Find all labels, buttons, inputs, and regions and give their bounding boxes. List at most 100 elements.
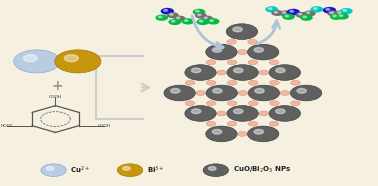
Circle shape <box>197 19 209 25</box>
Circle shape <box>169 19 181 25</box>
Circle shape <box>203 164 228 177</box>
Circle shape <box>291 101 300 106</box>
Circle shape <box>167 12 179 18</box>
Circle shape <box>248 126 279 142</box>
Circle shape <box>269 65 301 80</box>
Circle shape <box>185 101 195 106</box>
Circle shape <box>304 10 316 16</box>
Circle shape <box>123 166 130 170</box>
Circle shape <box>248 44 279 60</box>
Circle shape <box>339 15 343 17</box>
Circle shape <box>158 16 162 18</box>
Circle shape <box>41 164 66 177</box>
Circle shape <box>226 24 257 39</box>
Circle shape <box>23 55 37 62</box>
Circle shape <box>290 10 294 12</box>
Circle shape <box>254 129 263 134</box>
Circle shape <box>191 68 201 73</box>
Circle shape <box>46 166 54 170</box>
Circle shape <box>340 8 353 14</box>
Circle shape <box>313 8 317 9</box>
Circle shape <box>234 109 243 114</box>
Circle shape <box>280 91 290 95</box>
Circle shape <box>291 80 300 85</box>
Text: COOH: COOH <box>49 95 62 99</box>
Circle shape <box>206 80 216 85</box>
Circle shape <box>206 126 237 142</box>
Circle shape <box>255 89 264 93</box>
Circle shape <box>287 9 300 15</box>
Circle shape <box>227 80 237 85</box>
Circle shape <box>326 8 330 10</box>
Circle shape <box>177 17 180 19</box>
Circle shape <box>185 106 216 121</box>
Circle shape <box>227 39 237 44</box>
Circle shape <box>343 9 347 11</box>
Circle shape <box>269 106 301 121</box>
Circle shape <box>310 6 323 12</box>
Circle shape <box>164 9 167 11</box>
Text: HOOC: HOOC <box>0 124 13 128</box>
Circle shape <box>276 68 285 73</box>
Circle shape <box>335 10 347 16</box>
Circle shape <box>14 50 60 73</box>
Circle shape <box>217 70 226 75</box>
Circle shape <box>265 6 278 12</box>
Circle shape <box>233 27 242 32</box>
Circle shape <box>184 20 188 22</box>
Circle shape <box>227 101 237 106</box>
Text: Cu$^{2+}$: Cu$^{2+}$ <box>70 165 90 176</box>
Circle shape <box>204 17 208 19</box>
Circle shape <box>227 121 237 126</box>
Circle shape <box>118 164 143 177</box>
Circle shape <box>248 101 258 106</box>
Circle shape <box>282 12 286 13</box>
Circle shape <box>254 48 263 52</box>
Circle shape <box>198 14 201 16</box>
Circle shape <box>238 91 248 95</box>
Circle shape <box>201 16 213 22</box>
Circle shape <box>227 60 237 65</box>
Circle shape <box>174 16 186 22</box>
Circle shape <box>282 14 295 20</box>
Circle shape <box>303 16 307 18</box>
Circle shape <box>55 50 101 73</box>
Circle shape <box>330 14 342 20</box>
Circle shape <box>227 65 258 80</box>
Circle shape <box>338 12 341 13</box>
Circle shape <box>297 89 306 93</box>
Circle shape <box>217 111 226 116</box>
Circle shape <box>248 85 280 101</box>
Circle shape <box>170 14 173 15</box>
Circle shape <box>248 80 258 85</box>
Circle shape <box>270 80 279 85</box>
Circle shape <box>161 8 174 15</box>
Circle shape <box>212 48 222 52</box>
Circle shape <box>193 9 205 15</box>
Circle shape <box>206 85 237 101</box>
Circle shape <box>237 50 247 54</box>
Circle shape <box>191 109 201 114</box>
Text: Bi$^{3+}$: Bi$^{3+}$ <box>147 165 164 176</box>
Circle shape <box>208 166 216 170</box>
Circle shape <box>269 121 279 126</box>
Circle shape <box>259 70 268 75</box>
Circle shape <box>280 10 291 16</box>
Circle shape <box>200 20 203 22</box>
Circle shape <box>207 18 220 25</box>
Circle shape <box>227 106 258 121</box>
Circle shape <box>323 7 336 14</box>
Circle shape <box>213 89 222 93</box>
Text: COOH: COOH <box>98 124 111 128</box>
Circle shape <box>248 60 258 65</box>
Circle shape <box>164 85 195 101</box>
Circle shape <box>307 12 310 13</box>
Circle shape <box>212 129 222 134</box>
Circle shape <box>327 10 339 16</box>
Circle shape <box>268 8 272 9</box>
Circle shape <box>276 109 285 114</box>
Circle shape <box>300 15 313 21</box>
Text: CuO/Bi$_2$O$_3$ NPs: CuO/Bi$_2$O$_3$ NPs <box>232 165 291 175</box>
Circle shape <box>206 60 216 65</box>
Circle shape <box>237 132 247 136</box>
